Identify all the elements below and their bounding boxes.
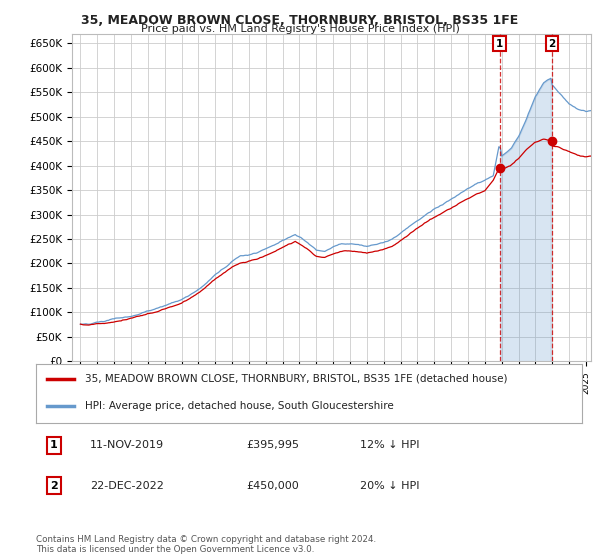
Text: 1: 1 <box>50 440 58 450</box>
Text: 22-DEC-2022: 22-DEC-2022 <box>90 480 164 491</box>
Text: 1: 1 <box>496 39 503 49</box>
Text: £450,000: £450,000 <box>246 480 299 491</box>
Text: 11-NOV-2019: 11-NOV-2019 <box>90 440 164 450</box>
Text: 12% ↓ HPI: 12% ↓ HPI <box>360 440 419 450</box>
Text: 35, MEADOW BROWN CLOSE, THORNBURY, BRISTOL, BS35 1FE (detached house): 35, MEADOW BROWN CLOSE, THORNBURY, BRIST… <box>85 374 508 384</box>
Text: Contains HM Land Registry data © Crown copyright and database right 2024.
This d: Contains HM Land Registry data © Crown c… <box>36 535 376 554</box>
Text: £395,995: £395,995 <box>246 440 299 450</box>
Text: 35, MEADOW BROWN CLOSE, THORNBURY, BRISTOL, BS35 1FE: 35, MEADOW BROWN CLOSE, THORNBURY, BRIST… <box>82 14 518 27</box>
Text: 2: 2 <box>50 480 58 491</box>
Text: Price paid vs. HM Land Registry's House Price Index (HPI): Price paid vs. HM Land Registry's House … <box>140 24 460 34</box>
Text: HPI: Average price, detached house, South Gloucestershire: HPI: Average price, detached house, Sout… <box>85 402 394 412</box>
Text: 20% ↓ HPI: 20% ↓ HPI <box>360 480 419 491</box>
Text: 2: 2 <box>548 39 556 49</box>
